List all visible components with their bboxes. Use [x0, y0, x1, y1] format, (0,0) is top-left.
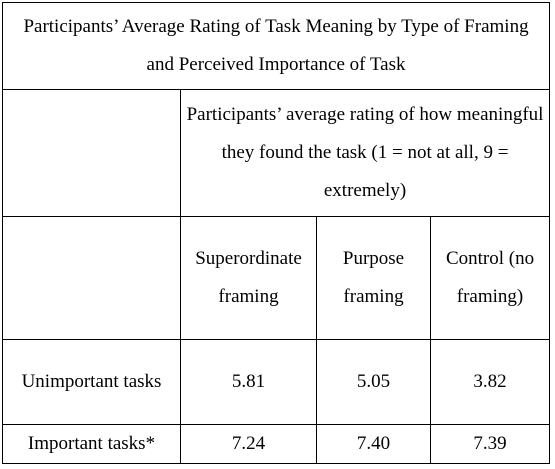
- measure-header-row: Participants’ average rating of how mean…: [3, 90, 550, 217]
- table-title-row: Participants’ Average Rating of Task Mea…: [3, 3, 550, 90]
- column-header-superordinate: Superordinate framing: [181, 217, 317, 340]
- table-title: Participants’ Average Rating of Task Mea…: [3, 3, 550, 90]
- value-cell: 7.39: [431, 425, 550, 464]
- value-cell: 5.81: [181, 340, 317, 425]
- value-cell: 3.82: [431, 340, 550, 425]
- value-cell: 7.40: [317, 425, 431, 464]
- column-header-purpose: Purpose framing: [317, 217, 431, 340]
- value-cell: 7.24: [181, 425, 317, 464]
- table-row: Unimportant tasks 5.81 5.05 3.82: [3, 340, 550, 425]
- column-header-control: Control (no framing): [431, 217, 550, 340]
- column-header-row: Superordinate framing Purpose framing Co…: [3, 217, 550, 340]
- value-cell: 5.05: [317, 340, 431, 425]
- row-label-unimportant: Unimportant tasks: [3, 340, 181, 425]
- table-row: Important tasks* 7.24 7.40 7.39: [3, 425, 550, 464]
- ratings-table: Participants’ Average Rating of Task Mea…: [2, 2, 550, 464]
- row-label-important: Important tasks*: [3, 425, 181, 464]
- blank-row-header-cell: [3, 217, 181, 340]
- blank-corner-cell: [3, 90, 181, 217]
- measure-header: Participants’ average rating of how mean…: [181, 90, 550, 217]
